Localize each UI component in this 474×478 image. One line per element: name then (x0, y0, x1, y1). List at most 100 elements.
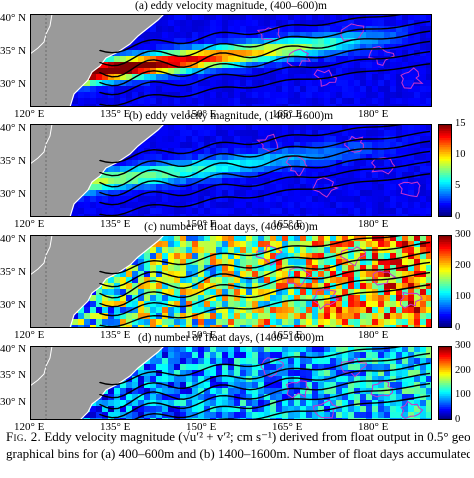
field-cell (150, 196, 156, 202)
field-cell (390, 400, 396, 406)
field-cell (90, 406, 96, 412)
field-cell (252, 208, 258, 214)
field-cell (126, 208, 132, 214)
field-cell (222, 56, 228, 62)
field-cell (330, 247, 336, 253)
field-cell (192, 32, 198, 38)
field-cell (168, 160, 174, 166)
field-cell (198, 160, 204, 166)
field-cell (150, 56, 156, 62)
field-cell (384, 148, 390, 154)
field-cell (366, 98, 372, 104)
field-cell (186, 265, 192, 271)
field-cell (120, 62, 126, 68)
field-cell (402, 178, 408, 184)
field-cell (192, 62, 198, 68)
field-cell (204, 208, 210, 214)
field-cell (390, 358, 396, 364)
field-cell (252, 313, 258, 319)
field-cell (390, 259, 396, 265)
field-cell (366, 160, 372, 166)
field-cell (270, 14, 276, 20)
field-cell (174, 214, 180, 217)
field-cell (342, 283, 348, 289)
field-cell (162, 184, 168, 190)
field-cell (396, 319, 402, 325)
field-cell (378, 154, 384, 160)
colorbar-band (438, 200, 452, 204)
field-cell (408, 208, 414, 214)
field-cell (150, 62, 156, 68)
field-cell (318, 283, 324, 289)
field-cell (186, 376, 192, 382)
field-cell (198, 148, 204, 154)
field-cell (228, 44, 234, 50)
field-cell (144, 74, 150, 80)
field-cell (390, 184, 396, 190)
field-cell (150, 148, 156, 154)
field-cell (306, 208, 312, 214)
field-cell (402, 202, 408, 208)
field-cell (126, 406, 132, 412)
field-cell (210, 313, 216, 319)
field-cell (336, 289, 342, 295)
colorbar-band (438, 196, 452, 200)
field-cell (114, 98, 120, 104)
field-cell (96, 190, 102, 196)
field-cell (180, 325, 186, 328)
field-cell (354, 235, 360, 241)
field-cell (312, 253, 318, 259)
field-cell (342, 104, 348, 107)
field-cell (402, 301, 408, 307)
field-cell (342, 136, 348, 142)
field-cell (426, 190, 432, 196)
field-cell (174, 20, 180, 26)
field-cell (276, 283, 282, 289)
field-cell (294, 104, 300, 107)
field-cell (192, 14, 198, 20)
field-cell (276, 325, 282, 328)
field-cell (396, 313, 402, 319)
field-cell (300, 98, 306, 104)
field-cell (288, 56, 294, 62)
field-cell (396, 289, 402, 295)
field-cell (90, 190, 96, 196)
field-cell (162, 283, 168, 289)
field-cell (180, 32, 186, 38)
field-cell (372, 74, 378, 80)
field-cell (240, 295, 246, 301)
field-cell (252, 148, 258, 154)
field-cell (216, 325, 222, 328)
field-cell (156, 241, 162, 247)
field-cell (354, 86, 360, 92)
field-cell (336, 319, 342, 325)
field-cell (420, 358, 426, 364)
field-cell (276, 301, 282, 307)
field-cell (120, 86, 126, 92)
field-cell (390, 346, 396, 352)
field-cell (294, 92, 300, 98)
field-cell (300, 184, 306, 190)
field-cell (192, 289, 198, 295)
field-cell (378, 214, 384, 217)
field-cell (168, 148, 174, 154)
field-cell (168, 352, 174, 358)
field-cell (300, 74, 306, 80)
field-cell (132, 98, 138, 104)
field-cell (108, 388, 114, 394)
field-cell (114, 313, 120, 319)
field-cell (312, 394, 318, 400)
field-cell (216, 26, 222, 32)
field-cell (252, 92, 258, 98)
field-cell (234, 208, 240, 214)
field-cell (228, 277, 234, 283)
colorbar-band (438, 370, 452, 373)
field-cell (348, 136, 354, 142)
field-cell (312, 38, 318, 44)
field-cell (372, 307, 378, 313)
field-cell (228, 208, 234, 214)
field-cell (126, 184, 132, 190)
field-cell (186, 277, 192, 283)
field-cell (408, 370, 414, 376)
field-cell (150, 26, 156, 32)
